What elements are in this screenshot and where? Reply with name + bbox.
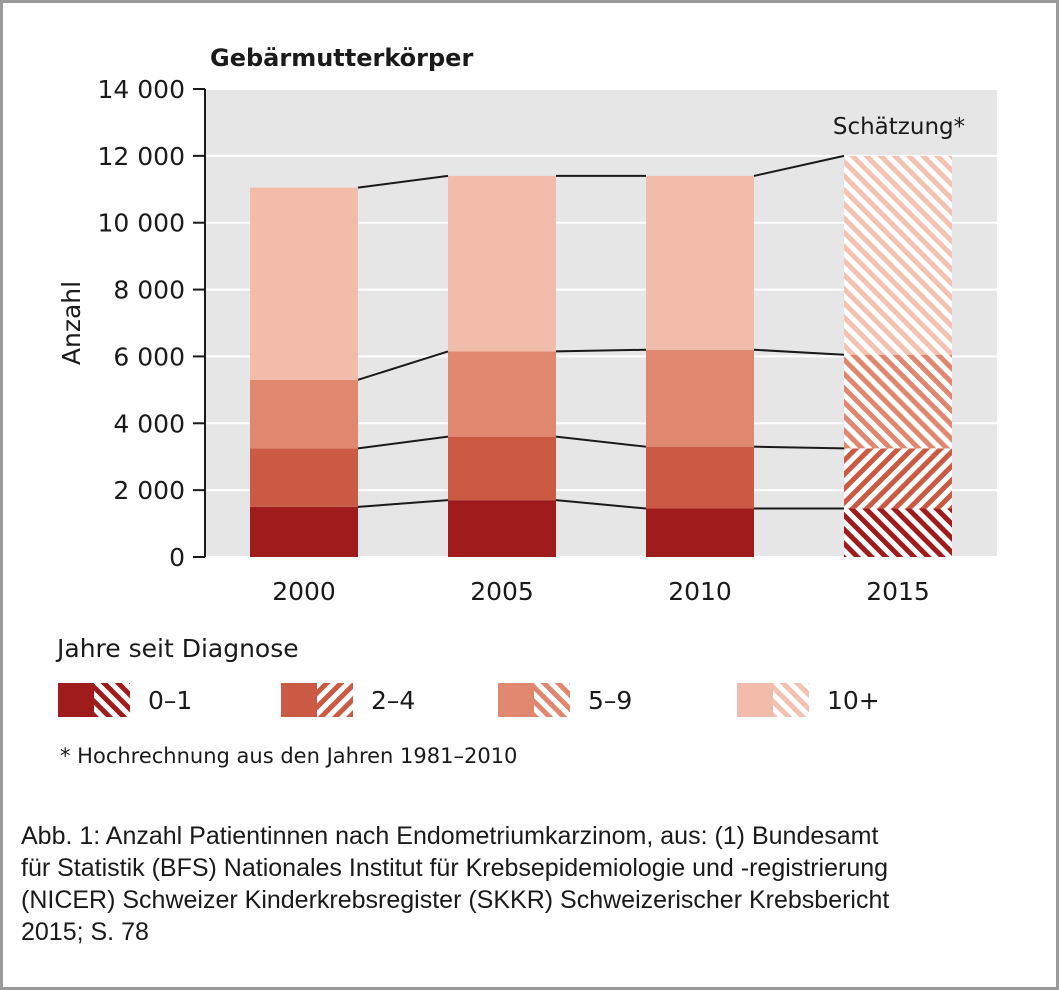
bar-segment (646, 175, 754, 350)
bar-segment (250, 379, 358, 449)
connector-line (357, 435, 449, 450)
y-tick-label: 8 000 (113, 276, 185, 305)
caption-line: (NICER) Schweizer Kinderkrebsregister (S… (21, 886, 890, 914)
bar-segment (448, 500, 556, 557)
bar-segment (844, 508, 952, 557)
legend-item-2-4: 2–4 (281, 682, 415, 718)
y-tick-label: 0 (169, 543, 185, 572)
connector-line (753, 348, 845, 356)
bar-segment (646, 349, 754, 447)
connector-line (357, 499, 449, 508)
bar-segment (250, 187, 358, 380)
bar-segment (844, 354, 952, 449)
bar-segment (250, 448, 358, 507)
y-axis-ticks: 0 2 000 4 000 6 000 8 000 10 000 12 000 14 000 (98, 75, 206, 572)
legend-swatch-2-4 (281, 683, 353, 717)
legend-swatch-10-plus (737, 683, 809, 717)
chart-title: Gebärmutterkörper (210, 44, 473, 72)
connector-line (555, 499, 647, 510)
bar-segment (448, 436, 556, 501)
bars (250, 155, 952, 557)
y-tick-label: 14 000 (98, 75, 185, 104)
bar-segment (646, 508, 754, 557)
legend-title: Jahre seit Diagnose (57, 634, 299, 663)
legend-label-5-9: 5–9 (588, 685, 633, 715)
connector-line (555, 435, 647, 448)
legend-label-2-4: 2–4 (371, 685, 416, 715)
caption-line: 2015; S. 78 (21, 918, 149, 946)
legend-item-0-1: 0–1 (58, 682, 192, 718)
legend-swatch-5-9 (498, 683, 570, 717)
caption-line: für Statistik (BFS) Nationales Institut … (21, 854, 889, 882)
x-axis-ticks: 2000 2005 2010 2015 (272, 577, 930, 606)
connector-line (753, 445, 845, 450)
y-axis-label: Anzahl (57, 281, 86, 365)
x-tick-label: 2015 (866, 577, 930, 606)
y-tick-label: 10 000 (98, 209, 185, 238)
legend-swatch-0-1 (58, 683, 130, 717)
y-tick-label: 4 000 (113, 409, 185, 438)
bar-segment (646, 446, 754, 509)
legend-item-5-9: 5–9 (498, 682, 632, 718)
footnote: * Hochrechnung aus den Jahren 1981–2010 (60, 744, 518, 768)
x-tick-label: 2010 (668, 577, 732, 606)
legend-label-0-1: 0–1 (148, 685, 193, 715)
connector-line (357, 174, 449, 189)
estimate-annotation: Schätzung* (833, 114, 965, 140)
x-tick-label: 2000 (272, 577, 336, 606)
y-tick-label: 2 000 (113, 476, 185, 505)
bar-segment (844, 448, 952, 509)
y-tick-label: 6 000 (113, 342, 185, 371)
y-tick-label: 12 000 (98, 142, 185, 171)
connector-line (753, 154, 845, 177)
bar-segment (250, 506, 358, 557)
figure-caption: Abb. 1: Anzahl Patientinnen nach Endomet… (21, 820, 1021, 948)
bar-segment (448, 351, 556, 437)
legend-item-10-plus: 10+ (737, 682, 880, 718)
bar-segment (448, 175, 556, 352)
connector-line (357, 350, 449, 381)
legend-label-10-plus: 10+ (827, 685, 880, 715)
connector-lines (357, 154, 845, 510)
connector-line (555, 348, 647, 353)
x-tick-label: 2005 (470, 577, 534, 606)
bar-segment (844, 155, 952, 355)
caption-line: Abb. 1: Anzahl Patientinnen nach Endomet… (21, 822, 879, 850)
